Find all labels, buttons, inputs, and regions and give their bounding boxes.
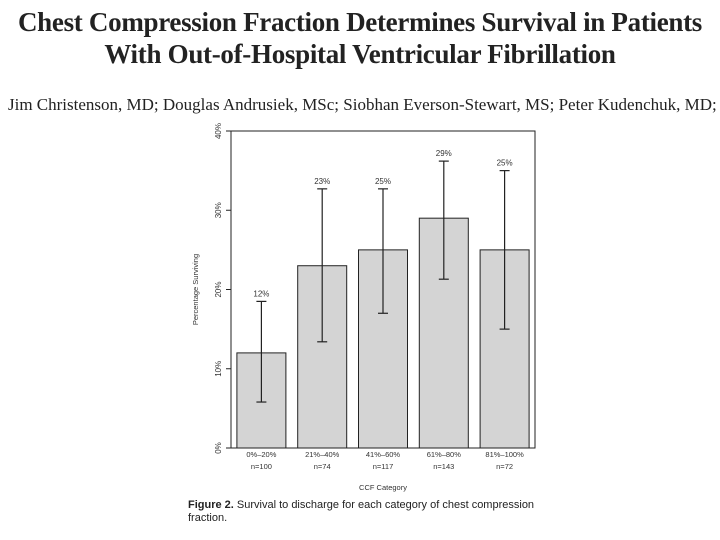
value-label: 25% — [375, 177, 391, 186]
figure-caption-text: Survival to discharge for each category … — [188, 499, 535, 524]
slide-title: Chest Compression Fraction Determines Su… — [0, 6, 720, 70]
y-tick-label: 10% — [214, 361, 223, 377]
y-tick-label: 20% — [214, 281, 223, 297]
n-label: n=72 — [496, 462, 513, 471]
value-label: 23% — [314, 177, 330, 186]
y-tick-label: 30% — [214, 202, 223, 218]
value-label: 12% — [253, 289, 269, 298]
y-tick-label: 40% — [214, 123, 223, 139]
title-line-1: Chest Compression Fraction Determines Su… — [17, 7, 703, 37]
x-tick-label: 41%–60% — [366, 450, 401, 459]
authors-line: Jim Christenson, MD; Douglas Andrusiek, … — [8, 95, 717, 114]
n-label: n=100 — [251, 462, 272, 471]
title-line-2: With Out-of-Hospital Ventricular Fibrill… — [104, 39, 616, 69]
n-label: n=143 — [433, 462, 454, 471]
x-axis-label: CCF Category — [359, 483, 407, 492]
y-tick-label: 0% — [214, 442, 223, 454]
n-label: n=74 — [314, 462, 331, 471]
figure-label: Figure 2. — [188, 499, 234, 511]
value-label: 25% — [497, 159, 513, 168]
x-tick-label: 21%–40% — [305, 450, 340, 459]
n-label: n=117 — [373, 462, 394, 471]
figure-caption: Figure 2. Survival to discharge for each… — [188, 499, 548, 525]
value-label: 29% — [436, 149, 452, 158]
x-tick-label: 61%–80% — [427, 450, 462, 459]
y-axis-label: Percentage Surviving — [191, 254, 200, 325]
x-tick-label: 81%–100% — [485, 450, 524, 459]
x-tick-label: 0%–20% — [246, 450, 276, 459]
